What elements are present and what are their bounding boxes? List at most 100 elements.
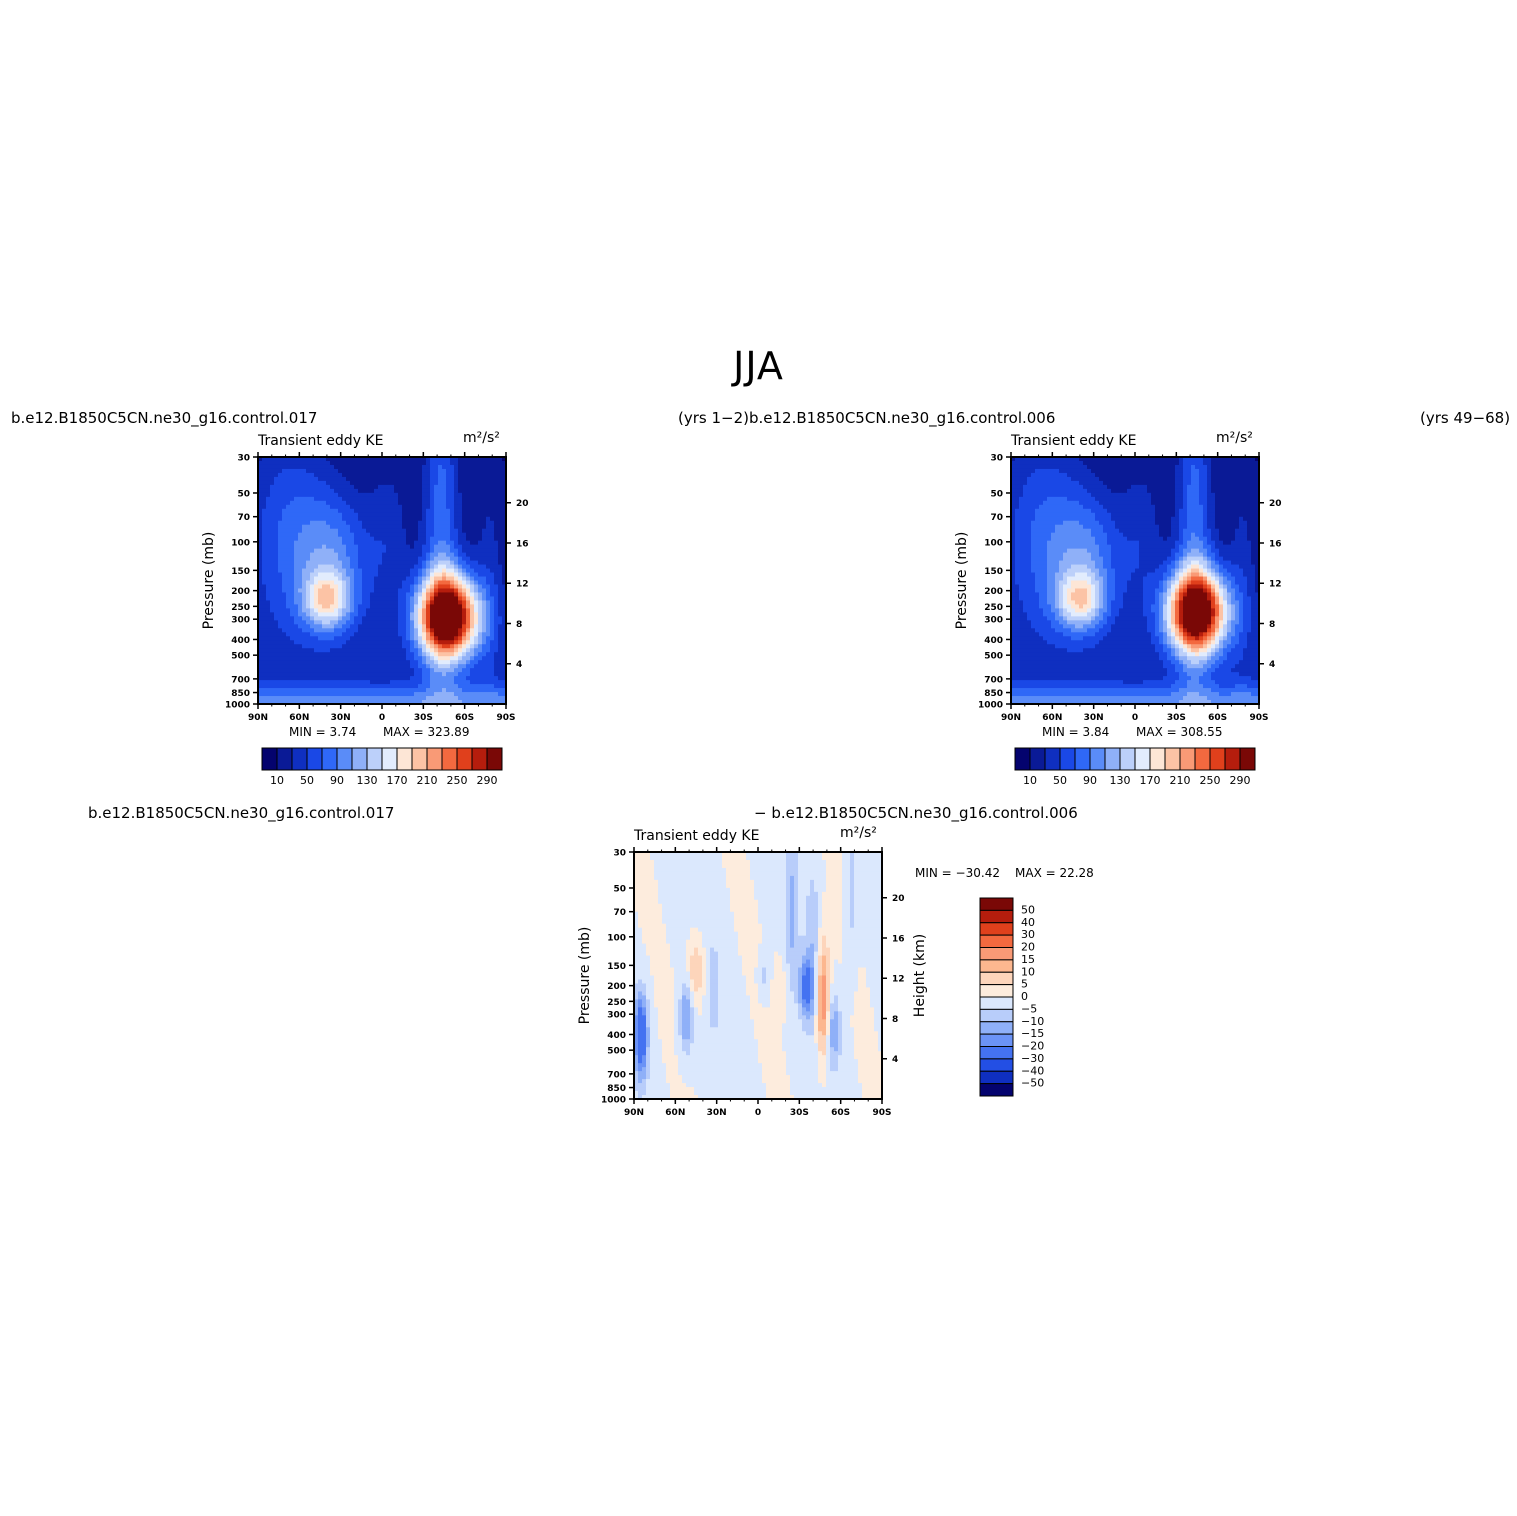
contour-cell	[318, 644, 323, 649]
contour-cell	[298, 568, 303, 574]
contour-cell	[262, 624, 267, 629]
contour-cell	[306, 524, 311, 530]
contour-cell	[502, 624, 507, 629]
contour-cell	[1027, 596, 1032, 602]
contour-cell	[346, 504, 351, 510]
contour-cell	[342, 560, 347, 566]
contour-cell	[434, 532, 439, 538]
contour-cell	[314, 576, 319, 582]
contour-cell	[1011, 592, 1016, 598]
contour-cell	[494, 548, 499, 554]
contour-cell	[330, 472, 335, 478]
contour-cell	[1051, 512, 1056, 518]
contour-cell	[502, 532, 507, 538]
contour-cell	[294, 544, 299, 550]
contour-cell	[290, 480, 295, 486]
contour-cell	[270, 656, 275, 661]
contour-cell	[306, 544, 311, 550]
contour-cell	[458, 488, 463, 494]
contour-cell	[1031, 472, 1036, 478]
contour-cell	[466, 520, 471, 526]
contour-cell	[1015, 596, 1020, 602]
contour-cell	[1023, 656, 1028, 661]
contour-cell	[450, 696, 455, 701]
contour-cell	[1067, 520, 1072, 526]
contour-cell	[266, 484, 271, 490]
contour-cell	[294, 568, 299, 574]
contour-cell	[398, 596, 403, 602]
contour-cell	[486, 544, 491, 550]
contour-cell	[490, 596, 495, 602]
contour-cell	[318, 596, 323, 602]
contour-cell	[406, 540, 411, 546]
contour-cell	[318, 564, 323, 570]
contour-cell	[414, 492, 419, 498]
contour-cell	[442, 668, 447, 673]
contour-cell	[374, 656, 379, 661]
contour-cell	[1015, 552, 1020, 558]
contour-cell	[442, 476, 447, 482]
contour-cell	[470, 504, 475, 510]
contour-cell	[1059, 512, 1064, 518]
contour-cell	[386, 600, 391, 605]
contour-cell	[474, 584, 479, 590]
contour-cell	[370, 576, 375, 582]
contour-cell	[398, 488, 403, 494]
contour-cell	[270, 468, 275, 474]
contour-cell	[1035, 608, 1040, 613]
contour-cell	[350, 520, 355, 526]
contour-cell	[438, 652, 443, 657]
contour-cell	[394, 680, 399, 685]
contour-cell	[338, 620, 343, 625]
contour-cell	[390, 516, 395, 522]
contour-cell	[1027, 457, 1032, 462]
contour-cell	[402, 540, 407, 546]
contour-cell	[1063, 504, 1068, 510]
contour-cell	[454, 544, 459, 550]
contour-cell	[410, 492, 415, 498]
contour-cell	[474, 644, 479, 649]
contour-cell	[482, 648, 487, 653]
contour-cell	[274, 624, 279, 629]
contour-cell	[350, 600, 355, 605]
contour-cell	[362, 668, 367, 673]
contour-cell	[286, 488, 291, 494]
contour-cell	[338, 644, 343, 649]
contour-cell	[498, 524, 503, 530]
contour-cell	[398, 492, 403, 498]
contour-cell	[1067, 628, 1072, 633]
contour-cell	[366, 596, 371, 602]
contour-cell	[390, 568, 395, 574]
contour-cell	[498, 676, 503, 681]
contour-cell	[1011, 688, 1016, 693]
contour-cell	[462, 644, 467, 649]
contour-cell	[358, 488, 363, 494]
contour-cell	[342, 632, 347, 637]
contour-cell	[402, 584, 407, 590]
contour-cell	[302, 540, 307, 546]
contour-cell	[386, 576, 391, 582]
contour-cell	[266, 568, 271, 574]
contour-cell	[342, 480, 347, 486]
contour-cell	[270, 457, 275, 462]
contour-cell	[1059, 464, 1064, 470]
contour-cell	[450, 664, 455, 669]
contour-cell	[282, 588, 287, 594]
contour-cell	[1015, 644, 1020, 649]
contour-cell	[462, 588, 467, 594]
contour-cell	[502, 568, 507, 574]
colorbar-box	[456, 747, 473, 771]
contour-cell	[346, 676, 351, 681]
contour-cell	[262, 512, 267, 518]
contour-cell	[334, 684, 339, 689]
contour-cell	[350, 688, 355, 693]
contour-cell	[1067, 572, 1072, 578]
contour-cell	[378, 560, 383, 566]
contour-cell	[490, 508, 495, 514]
contour-cell	[414, 608, 419, 613]
contour-cell	[462, 648, 467, 653]
contour-cell	[402, 700, 407, 705]
contour-cell	[334, 608, 339, 613]
contour-cell	[458, 476, 463, 482]
contour-cell	[422, 696, 427, 701]
